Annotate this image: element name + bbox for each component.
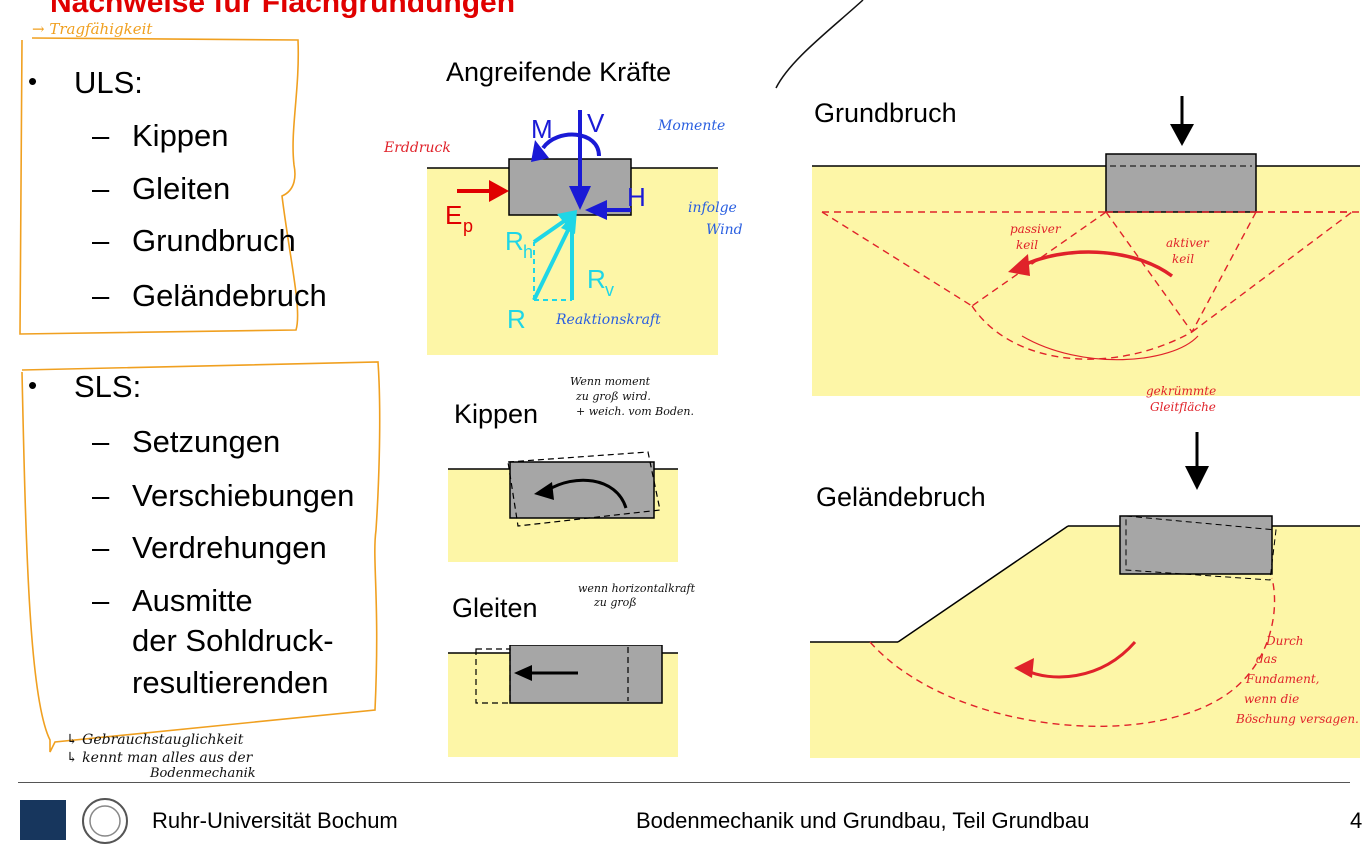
uls-dash: – (92, 280, 109, 311)
annotation-kippen-3: + weich. vom Boden. (576, 405, 694, 418)
annotation-gleiten-1: wenn horizontalkraft (578, 582, 695, 595)
fig-title-forces: Angreifende Kräfte (446, 57, 671, 88)
sls-dash: – (92, 426, 109, 457)
gelaendebruch-diagram (810, 432, 1360, 758)
sls-item-ausmitte-2: der Sohldruck- (132, 625, 334, 656)
annotation-passiver-1: passiver (1010, 222, 1061, 236)
annotation-gekruemmte-1: gekrümmte (1146, 384, 1216, 398)
annotation-gleiten-2: zu groß (594, 596, 637, 609)
sls-heading: SLS: (74, 371, 141, 402)
uls-bullet: • (28, 68, 37, 94)
gelaendebruch-foundation (1120, 516, 1272, 574)
uls-item-grundbruch: Grundbruch (132, 225, 296, 256)
annotation-durch-5: Böschung versagen. (1236, 712, 1359, 726)
footer-divider (18, 782, 1350, 783)
annotation-kippen-2: zu groß wird. (576, 390, 651, 403)
footer-course: Bodenmechanik und Grundbau, Teil Grundba… (636, 808, 1089, 834)
annotation-reaktionskraft: Reaktionskraft (556, 312, 661, 328)
sls-item-verdrehungen: Verdrehungen (132, 532, 327, 563)
annotation-erddruck: Erddruck (384, 140, 451, 156)
annotation-infolge: infolge (688, 200, 737, 216)
sls-dash: – (92, 480, 109, 511)
annotation-gekruemmte-2: Gleitfläche (1150, 400, 1216, 414)
annotation-passiver-2: keil (1016, 238, 1038, 252)
annotation-durch-3: Fundament, (1246, 672, 1319, 686)
uls-item-gleiten: Gleiten (132, 173, 230, 204)
university-seal-icon (80, 796, 130, 846)
kippen-diagram (448, 450, 678, 562)
grundbruch-foundation (1106, 154, 1256, 212)
annotation-durch-4: wenn die (1244, 692, 1299, 706)
sls-bullet: • (28, 372, 37, 398)
annotation-gebrauch-1: ↳ Gebrauchstauglichkeit (66, 732, 243, 748)
label-R: R (507, 304, 526, 334)
label-E: E (445, 200, 462, 230)
label-Rv-sub: v (605, 280, 614, 300)
uls-dash: – (92, 120, 109, 151)
annotation-durch-2: das (1256, 652, 1277, 666)
sls-item-verschiebungen: Verschiebungen (132, 480, 354, 511)
grundbruch-soil (812, 166, 1360, 396)
annotation-aktiver-1: aktiver (1166, 236, 1209, 250)
label-Rv: R (587, 264, 606, 294)
label-E-sub: p (463, 216, 473, 236)
grundbruch-diagram (812, 96, 1360, 396)
annotation-durch-1: Durch (1266, 634, 1304, 648)
sls-item-ausmitte-3: resultierenden (132, 667, 328, 698)
uls-item-gelaendebruch: Geländebruch (132, 280, 327, 311)
uls-heading: ULS: (74, 67, 143, 98)
pointer-line (760, 0, 880, 100)
gleiten-diagram (448, 645, 678, 757)
annotation-wind: Wind (706, 222, 743, 238)
annotation-gebrauch-2: ↳ kennt man alles aus der (66, 750, 252, 766)
uls-item-kippen: Kippen (132, 120, 229, 151)
uls-dash: – (92, 225, 109, 256)
sls-item-ausmitte-1: Ausmitte (132, 585, 253, 616)
sls-item-setzungen: Setzungen (132, 426, 280, 457)
annotation-aktiver-2: keil (1172, 252, 1194, 266)
label-Rh-sub: h (523, 242, 533, 262)
university-logo-block (20, 800, 66, 840)
uls-dash: – (92, 173, 109, 204)
annotation-momente: Momente (658, 118, 725, 134)
label-Rh: R (505, 226, 524, 256)
fig-title-kippen: Kippen (454, 399, 538, 430)
fig-title-gleiten: Gleiten (452, 593, 538, 624)
label-H: H (627, 182, 646, 212)
footer-page-number: 4 (1350, 808, 1362, 834)
label-V: V (587, 110, 605, 138)
sls-dash: – (92, 532, 109, 563)
annotation-gebrauch-3: Bodenmechanik (150, 766, 256, 781)
sls-dash: – (92, 585, 109, 616)
annotation-kippen-1: Wenn moment (570, 375, 650, 388)
kippen-block (510, 462, 654, 518)
label-M: M (531, 114, 553, 144)
footer-university: Ruhr-Universität Bochum (152, 808, 398, 834)
